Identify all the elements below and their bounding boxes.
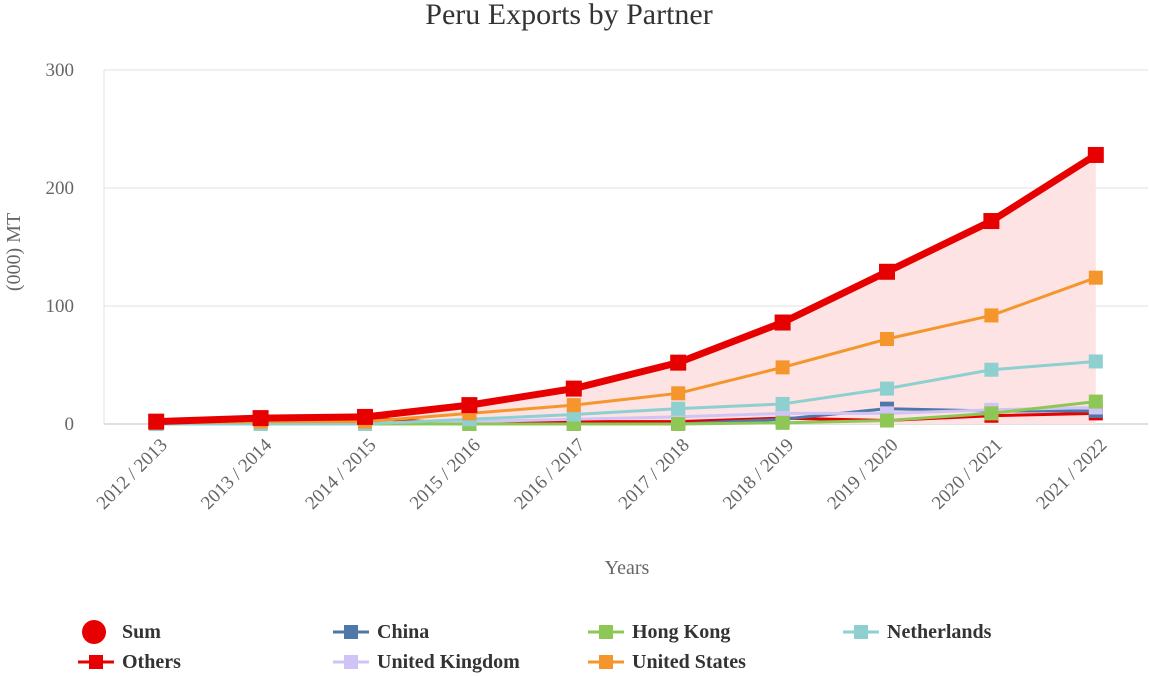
legend-label: United States <box>632 650 746 673</box>
data-point[interactable] <box>775 360 790 375</box>
legend-line-marker-icon <box>843 625 879 639</box>
data-point[interactable] <box>671 386 686 401</box>
data-point[interactable] <box>671 401 686 416</box>
data-point[interactable] <box>1087 146 1104 163</box>
legend-line-marker-icon <box>78 655 114 669</box>
data-point[interactable] <box>880 332 894 347</box>
legend-item-china[interactable]: China <box>333 618 429 646</box>
series-sum <box>148 146 1104 430</box>
data-point[interactable] <box>880 381 894 396</box>
legend-label: China <box>377 620 430 643</box>
y-tick-label: 300 <box>46 60 75 81</box>
legend-line-marker-icon <box>588 625 624 639</box>
data-point[interactable] <box>880 413 894 428</box>
x-tick-label: 2019 / 2020 <box>823 435 902 514</box>
legend-item-united-kingdom[interactable]: United Kingdom <box>333 648 520 676</box>
series-line <box>156 276 1097 425</box>
x-tick-label: 2015 / 2016 <box>406 435 485 514</box>
series-lines <box>148 146 1104 431</box>
y-tick-label: 0 <box>65 414 75 435</box>
x-tick-label: 2012 / 2013 <box>93 435 172 514</box>
legend-label: Sum <box>122 620 161 643</box>
data-point[interactable] <box>775 415 790 430</box>
x-tick-label: 2013 / 2014 <box>197 434 276 513</box>
data-point[interactable] <box>1088 354 1103 369</box>
data-point[interactable] <box>983 213 1000 230</box>
data-point[interactable] <box>670 354 687 371</box>
y-tick-label: 200 <box>46 178 75 199</box>
legend-label: Others <box>122 650 181 673</box>
data-point[interactable] <box>879 263 895 280</box>
data-point[interactable] <box>774 314 791 331</box>
data-point[interactable] <box>984 362 999 377</box>
data-point[interactable] <box>775 396 790 411</box>
series-line <box>156 152 1098 426</box>
x-axis-ticks: 2012 / 2013 2013 / 2014 2014 / 2015 2015 / … <box>93 434 1112 513</box>
x-tick-label: 2016 / 2017 <box>510 435 589 514</box>
data-point[interactable] <box>566 398 581 413</box>
data-point[interactable] <box>984 406 999 421</box>
legend-label: Hong Kong <box>632 620 731 643</box>
legend-item-sum[interactable]: Sum <box>78 618 161 646</box>
y-tick-label: 100 <box>46 296 75 317</box>
data-point[interactable] <box>148 413 165 430</box>
x-tick-label: 2014 / 2015 <box>301 435 380 514</box>
x-tick-label: 2020 / 2021 <box>928 435 1007 514</box>
legend-item-hong-kong[interactable]: Hong Kong <box>588 618 730 646</box>
legend-item-others[interactable]: Others <box>78 648 181 676</box>
sum-area <box>156 154 1096 424</box>
legend-label: United Kingdom <box>377 650 520 673</box>
data-point[interactable] <box>984 308 999 323</box>
legend-line-marker-icon <box>333 625 369 639</box>
data-point[interactable] <box>357 408 373 425</box>
sum-area-fill <box>156 154 1096 424</box>
y-axis-label: (000) MT <box>3 213 25 291</box>
data-point[interactable] <box>1088 394 1103 409</box>
x-axis-label: Years <box>605 557 650 579</box>
x-tick-label: 2021 / 2022 <box>1032 435 1111 514</box>
legend-circle-marker-icon <box>82 620 106 644</box>
legend-line-marker-icon <box>333 655 369 669</box>
x-tick-label: 2018 / 2019 <box>719 435 798 514</box>
data-point[interactable] <box>565 380 582 397</box>
legend-item-netherlands[interactable]: Netherlands <box>843 618 991 646</box>
data-point[interactable] <box>1088 270 1103 285</box>
chart-title: Peru Exports by Partner <box>425 0 713 31</box>
legend: Sum China Hong Kong Netherlands Others United… <box>78 618 1118 674</box>
legend-label: Netherlands <box>887 620 992 643</box>
data-point[interactable] <box>671 417 686 431</box>
x-tick-label: 2017 / 2018 <box>615 435 694 514</box>
legend-item-united-states[interactable]: United States <box>588 648 746 676</box>
data-point[interactable] <box>461 397 478 414</box>
y-axis-ticks: 0 100 200 300 <box>46 60 75 435</box>
series-line <box>156 359 1096 426</box>
legend-line-marker-icon <box>588 655 624 669</box>
data-point[interactable] <box>252 410 269 427</box>
